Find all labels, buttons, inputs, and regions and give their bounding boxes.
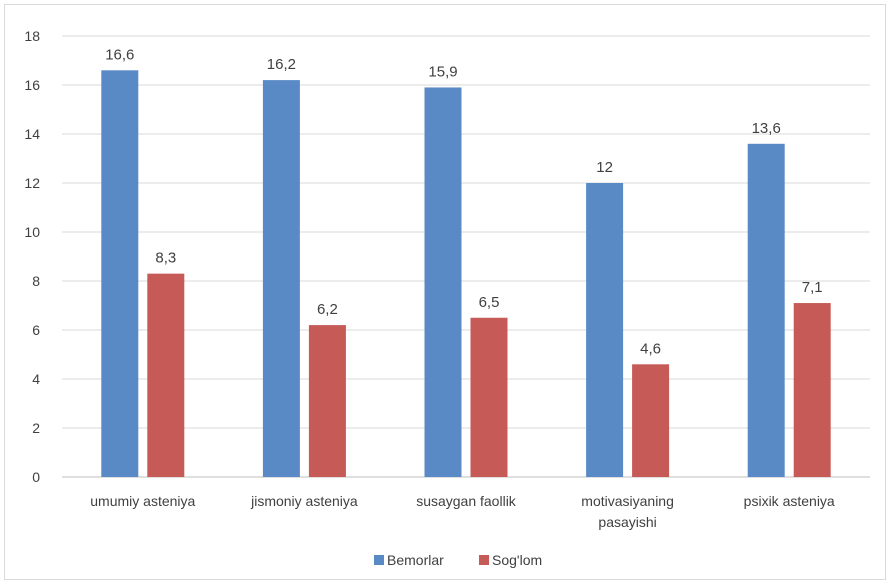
data-label: 8,3 — [155, 250, 176, 267]
bar-soglom — [793, 303, 831, 477]
x-tick-label: susaygan faollik — [416, 493, 517, 509]
bar-soglom — [147, 273, 185, 477]
y-tick-label: 8 — [32, 273, 40, 289]
bar-soglom — [470, 317, 508, 477]
bar-bemorlar — [586, 183, 624, 477]
data-label: 13,6 — [752, 120, 781, 137]
y-tick-label: 10 — [24, 224, 40, 240]
data-label: 4,6 — [640, 340, 661, 357]
bar-bemorlar — [262, 80, 300, 477]
data-label: 6,5 — [479, 294, 500, 311]
x-tick-label: umumiy asteniya — [90, 493, 195, 509]
y-tick-label: 18 — [24, 28, 40, 44]
legend-swatch — [479, 555, 489, 565]
legend-swatch — [374, 555, 384, 565]
bar-soglom — [632, 364, 670, 477]
y-tick-label: 16 — [24, 77, 40, 93]
y-tick-label: 12 — [24, 175, 40, 191]
data-label: 7,1 — [802, 279, 823, 296]
data-label: 6,2 — [317, 301, 338, 318]
bar-bemorlar — [101, 70, 139, 478]
x-tick-label: psixik asteniya — [744, 493, 835, 509]
bar-bemorlar — [424, 87, 462, 477]
y-tick-label: 2 — [32, 420, 40, 436]
data-label: 15,9 — [428, 63, 457, 80]
y-tick-label: 14 — [24, 126, 40, 142]
x-tick-label: jismoniy asteniya — [250, 493, 358, 509]
x-tick-label: pasayishi — [598, 514, 656, 530]
data-label: 12 — [596, 159, 613, 176]
bar-bemorlar — [747, 143, 785, 478]
y-tick-label: 0 — [32, 469, 40, 485]
x-tick-label: motivasiyaning — [581, 493, 674, 509]
data-label: 16,6 — [105, 46, 134, 63]
y-tick-label: 6 — [32, 322, 40, 338]
y-tick-label: 4 — [32, 371, 40, 387]
data-label: 16,2 — [267, 56, 296, 73]
legend-label: Bemorlar — [387, 552, 444, 568]
bar-soglom — [308, 325, 346, 477]
legend-label: Sog'lom — [492, 552, 542, 568]
